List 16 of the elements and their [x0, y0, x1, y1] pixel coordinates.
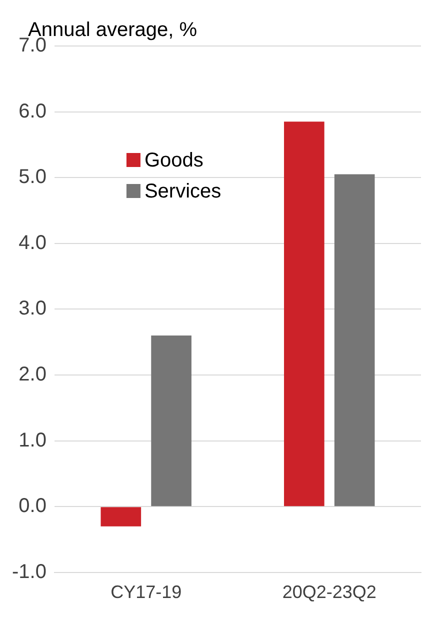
bar [334, 174, 375, 506]
bar [100, 507, 142, 526]
legend-label: Services [144, 180, 222, 203]
bar [284, 122, 324, 506]
x-tick-label: CY17-19 [110, 582, 182, 602]
legend-label: Goods [144, 150, 204, 172]
y-tick-label: -1.0 [12, 560, 46, 583]
y-tick-label: 4.0 [18, 232, 46, 254]
x-tick-label: 20Q2-23Q2 [282, 582, 376, 602]
y-tick-label: 0.0 [18, 495, 46, 518]
y-tick-label: 1.0 [18, 429, 46, 452]
bar [151, 336, 192, 506]
y-tick-label: 5.0 [18, 166, 46, 188]
y-tick-label: 3.0 [18, 298, 46, 320]
y-tick-label: 2.0 [18, 364, 46, 386]
y-tick-label: 6.0 [18, 100, 46, 122]
